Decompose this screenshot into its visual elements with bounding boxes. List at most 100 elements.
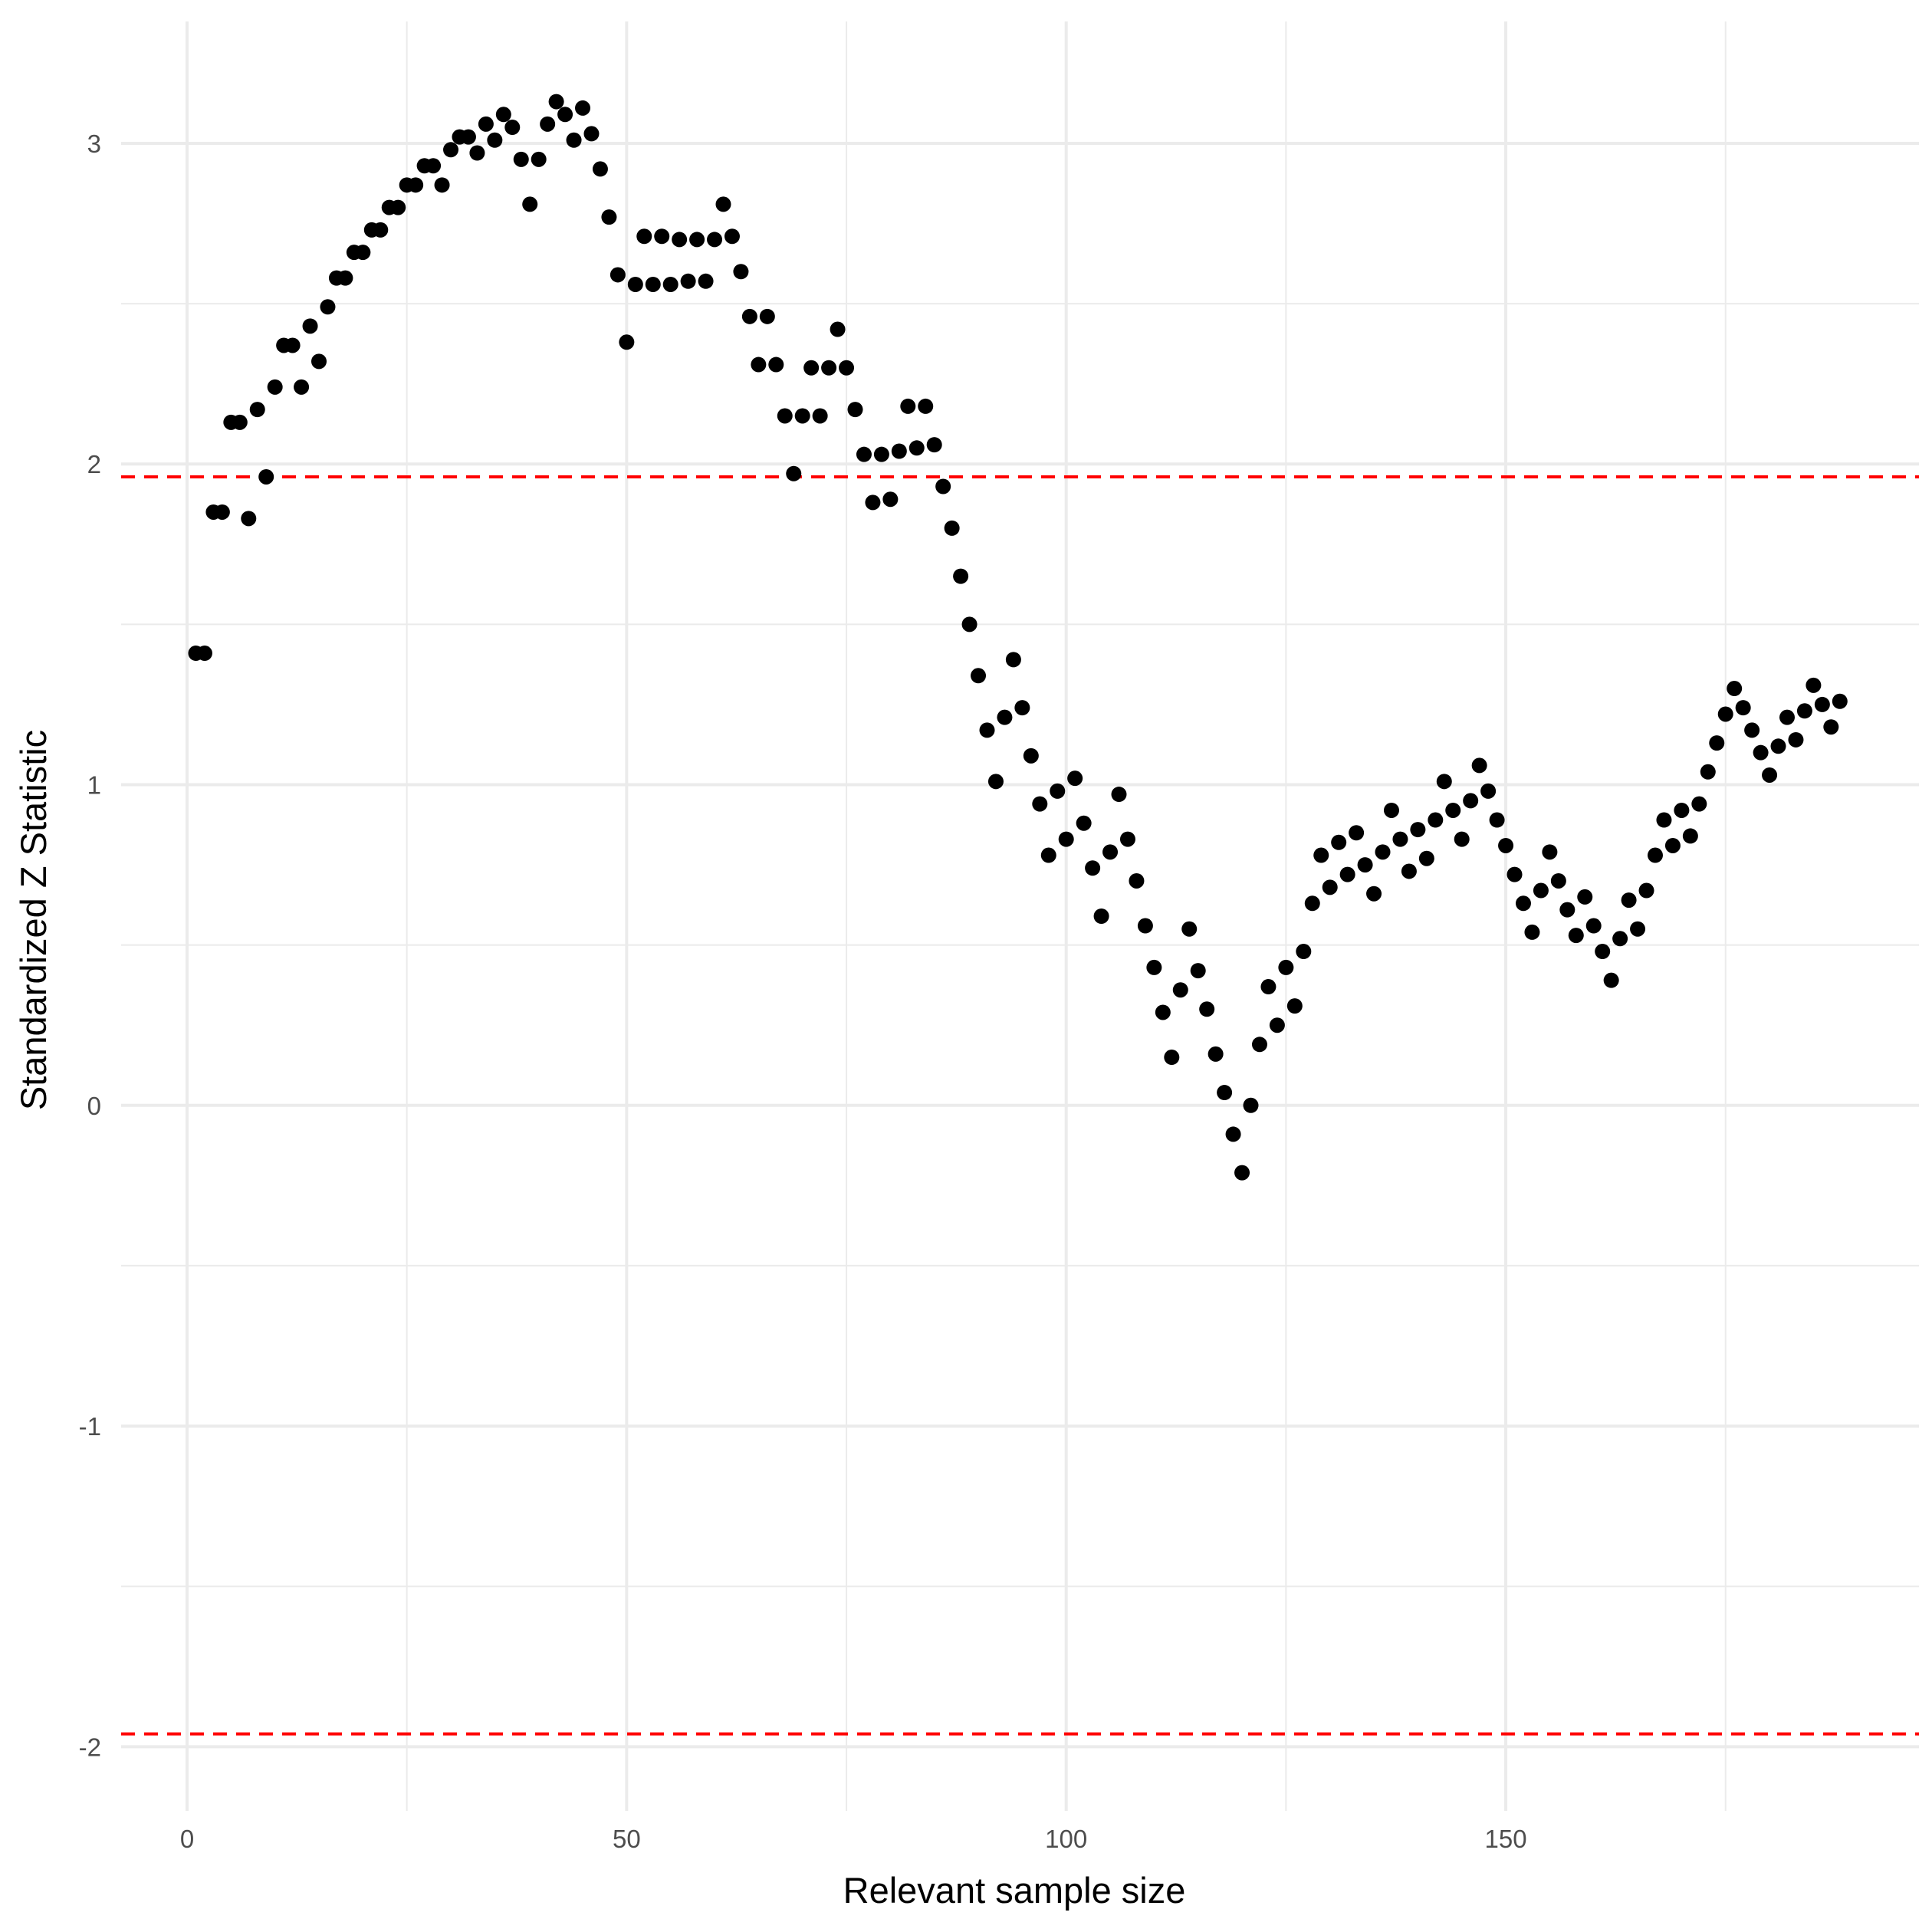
data-point-0-3: [214, 504, 230, 520]
data-point-0-46: [592, 161, 608, 177]
data-point-0-84: [926, 437, 942, 453]
data-point-0-144: [1454, 831, 1470, 847]
data-point-0-180: [1770, 738, 1786, 754]
data-point-0-143: [1445, 802, 1461, 818]
data-point-0-172: [1700, 764, 1716, 780]
data-point-0-88: [961, 616, 978, 632]
data-point-0-168: [1664, 837, 1681, 853]
data-point-0-183: [1796, 703, 1812, 719]
data-point-0-8: [258, 468, 274, 485]
data-point-0-119: [1234, 1165, 1250, 1181]
data-point-0-106: [1119, 831, 1135, 847]
data-point-0-170: [1682, 828, 1698, 844]
data-point-0-60: [715, 196, 731, 212]
data-point-0-101: [1076, 815, 1092, 831]
data-point-0-181: [1779, 709, 1795, 725]
data-point-0-127: [1304, 895, 1320, 912]
data-point-0-126: [1296, 944, 1312, 960]
data-point-0-15: [320, 299, 336, 315]
data-point-0-81: [900, 398, 916, 414]
data-point-0-152: [1524, 924, 1540, 940]
data-point-0-177: [1744, 722, 1760, 738]
data-point-0-148: [1489, 812, 1505, 828]
data-point-0-25: [408, 177, 424, 193]
data-point-0-137: [1392, 831, 1408, 847]
data-point-0-184: [1806, 677, 1822, 693]
data-point-0-35: [495, 107, 511, 123]
data-point-0-67: [777, 408, 793, 424]
data-point-0-58: [698, 273, 714, 289]
data-point-0-61: [724, 228, 740, 245]
data-point-0-141: [1428, 812, 1444, 828]
data-point-0-64: [751, 356, 767, 373]
data-point-0-125: [1286, 998, 1303, 1014]
data-point-0-40: [540, 116, 556, 132]
y-tick-label: 0: [87, 1092, 101, 1120]
data-point-0-158: [1577, 889, 1593, 905]
data-point-0-156: [1559, 902, 1576, 918]
data-point-0-118: [1225, 1126, 1241, 1142]
data-point-0-17: [337, 270, 353, 286]
data-point-0-5: [232, 414, 248, 430]
data-point-0-123: [1269, 1017, 1285, 1033]
data-point-0-71: [812, 408, 828, 424]
data-point-0-94: [1014, 700, 1030, 716]
data-point-0-104: [1102, 844, 1119, 860]
data-point-0-70: [803, 360, 820, 376]
data-point-0-34: [487, 132, 503, 148]
y-tick-label: 1: [87, 771, 101, 800]
data-point-0-150: [1506, 866, 1523, 882]
data-point-0-113: [1181, 921, 1198, 937]
data-point-0-159: [1585, 918, 1602, 934]
data-point-0-1: [196, 646, 212, 662]
data-point-0-142: [1436, 774, 1452, 790]
data-point-0-115: [1199, 1001, 1215, 1017]
data-point-0-120: [1243, 1097, 1259, 1113]
data-point-0-44: [575, 100, 591, 116]
data-point-0-55: [672, 232, 688, 248]
major-gridlines: [121, 21, 1919, 1811]
data-point-0-96: [1032, 796, 1048, 812]
data-point-0-110: [1155, 1004, 1171, 1020]
data-point-0-133: [1357, 857, 1373, 873]
y-tick-label: -2: [79, 1733, 101, 1761]
data-point-0-52: [645, 276, 661, 292]
data-point-0-154: [1542, 844, 1558, 860]
data-point-0-99: [1058, 831, 1074, 847]
y-axis-title: Standardized Z Statistic: [13, 730, 54, 1110]
data-point-0-171: [1691, 796, 1707, 812]
data-point-0-31: [460, 129, 476, 145]
y-tick-label: 3: [87, 130, 101, 158]
data-point-0-42: [557, 107, 573, 123]
data-point-0-145: [1463, 793, 1479, 809]
data-point-0-182: [1788, 731, 1804, 748]
data-point-0-45: [583, 126, 600, 142]
data-point-0-33: [478, 116, 494, 132]
data-point-0-41: [548, 94, 564, 110]
data-point-0-6: [241, 511, 257, 527]
data-point-0-107: [1129, 872, 1145, 889]
data-point-0-117: [1217, 1085, 1233, 1101]
data-point-0-74: [839, 360, 855, 376]
data-point-0-73: [830, 321, 846, 337]
data-point-0-12: [294, 379, 310, 395]
minor-gridlines: [121, 21, 1919, 1811]
data-point-0-167: [1656, 812, 1672, 828]
data-point-0-54: [662, 276, 678, 292]
data-point-0-124: [1278, 959, 1294, 975]
data-point-0-169: [1674, 802, 1690, 818]
data-point-0-111: [1164, 1050, 1180, 1066]
data-point-0-116: [1208, 1046, 1224, 1062]
data-point-0-48: [610, 267, 626, 283]
data-point-0-32: [469, 145, 485, 161]
data-point-0-27: [426, 158, 442, 174]
y-tick-labels: -2 -1 0 1 2 3: [79, 130, 101, 1761]
data-point-0-82: [909, 440, 925, 456]
data-point-0-165: [1638, 882, 1654, 899]
data-point-0-87: [953, 568, 969, 584]
data-point-0-85: [935, 478, 951, 495]
data-point-0-186: [1823, 719, 1839, 735]
data-point-0-134: [1366, 886, 1382, 902]
data-point-0-68: [786, 465, 802, 481]
